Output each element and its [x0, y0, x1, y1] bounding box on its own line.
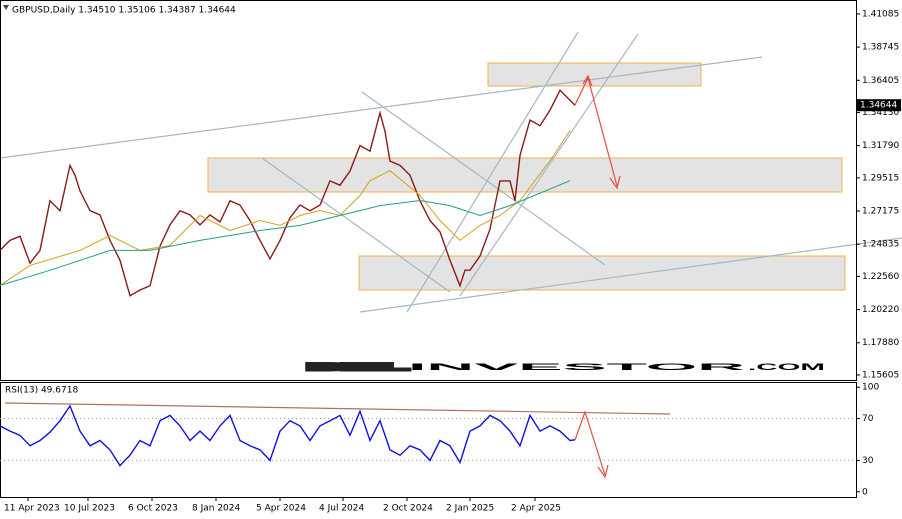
x-tick-label: 4 Jul 2024 — [319, 504, 364, 514]
watermark-text: INVESTOR — [408, 362, 749, 372]
trend-line — [0, 56, 763, 159]
x-tick-label: 5 Apr 2024 — [256, 504, 306, 514]
rsi-panel — [0, 382, 857, 498]
trend-line — [406, 31, 579, 313]
y-tick-label: 1.24835 — [862, 240, 899, 250]
price-tag — [857, 99, 901, 112]
y-tick-label: 1.36405 — [862, 76, 899, 86]
x-tick-label: 6 Oct 2023 — [128, 504, 178, 514]
x-tick-label: 11 Apr 2023 — [4, 504, 60, 514]
y-tick-label: 1.29515 — [862, 173, 899, 183]
chart-title: GBPUSD,Daily 1.34510 1.35106 1.34387 1.3… — [12, 6, 236, 16]
arrow-head — [609, 175, 621, 190]
price-panel — [0, 0, 857, 381]
arrows — [4, 74, 671, 479]
y-tick-label: 1.27175 — [862, 207, 899, 217]
series-line — [0, 130, 571, 286]
y-tick-label: 1.20220 — [862, 305, 899, 315]
price-tag-label: 1.34644 — [860, 101, 897, 111]
series-line — [0, 404, 576, 467]
watermark: BEL INVESTOR .COM — [309, 361, 826, 374]
y-tick-label: 70 — [862, 414, 874, 424]
watermark-text: .COM — [748, 362, 825, 372]
middle-zone — [207, 157, 843, 193]
menu-icon — [3, 5, 9, 10]
x-tick-label: 2 Apr 2025 — [511, 504, 561, 514]
forecast-arrow — [574, 76, 618, 187]
trend-line — [359, 237, 902, 313]
y-tick-label: 1.41085 — [862, 9, 899, 19]
y-tick-label: 1.15605 — [862, 370, 899, 380]
x-tick-label: 2 Jan 2025 — [446, 504, 494, 514]
trend-line — [361, 91, 606, 266]
rsi-arrow — [574, 410, 606, 476]
y-tick-label: 1.31790 — [862, 141, 899, 151]
y-tick-label: 30 — [862, 456, 874, 466]
arrow-head — [597, 464, 609, 479]
trend-lines — [0, 31, 902, 313]
rsi-title: RSI(13) 49.6718 — [5, 386, 78, 396]
y-tick-label: 1.38745 — [862, 43, 899, 53]
x-tick-label: 2 Oct 2024 — [383, 504, 433, 514]
y-tick-label: 1.22560 — [862, 272, 899, 282]
trend-line — [459, 33, 639, 297]
resistance-zone — [487, 62, 702, 87]
arrow-head — [582, 74, 593, 87]
support-zone — [358, 255, 846, 291]
annotations — [0, 31, 902, 313]
y-tick-label: 1.34130 — [862, 108, 899, 118]
y-tick-label: 0 — [862, 487, 868, 497]
trend-line — [261, 157, 451, 293]
series-line — [0, 180, 571, 286]
x-tick-label: 8 Jan 2024 — [192, 504, 240, 514]
series-line — [0, 89, 576, 297]
x-tick-label: 10 Jul 2023 — [64, 504, 115, 514]
watermark-text: BEL — [310, 362, 408, 372]
y-tick-label: 100 — [862, 383, 879, 393]
y-tick-label: 1.17880 — [862, 338, 899, 348]
rsi-trend-line — [4, 402, 671, 415]
